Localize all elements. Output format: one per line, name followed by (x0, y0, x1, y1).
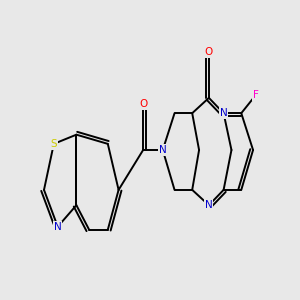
Text: N: N (220, 108, 227, 118)
Text: O: O (139, 99, 147, 109)
Text: N: N (205, 200, 213, 210)
Text: S: S (50, 139, 57, 149)
Text: N: N (159, 145, 166, 155)
Text: O: O (205, 47, 213, 57)
Text: N: N (54, 222, 62, 232)
Text: F: F (253, 90, 259, 100)
